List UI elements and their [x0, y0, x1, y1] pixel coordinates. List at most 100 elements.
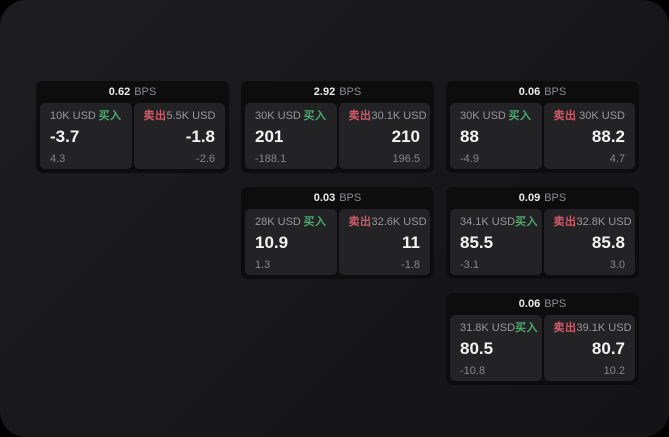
buy-size-label: 28K USD	[255, 216, 301, 228]
sell-price-value: 85.8	[591, 233, 625, 252]
quote-card: 0.06 BPS 31.8K USD 买入 80.5 -10.8 卖出 39.1…	[446, 293, 639, 385]
buy-price-value: 88	[460, 127, 479, 146]
buy-price-value: 85.5	[460, 233, 494, 252]
bps-spread-value: 0.62	[108, 86, 131, 98]
quote-card: 0.03 BPS 28K USD 买入 10.9 1.3 卖出 32.6K US…	[241, 187, 434, 279]
buy-size-label: 10K USD	[50, 110, 96, 122]
sell-side-label: 卖出	[553, 322, 577, 334]
buy-price-value: -3.7	[50, 127, 80, 146]
buy-sub-value: -3.1	[460, 259, 479, 271]
buy-quote-panel[interactable]: 34.1K USD 买入 85.5 -3.1	[450, 209, 542, 275]
buy-price-value: 80.5	[460, 339, 494, 358]
buy-quote-panel[interactable]: 28K USD 买入 10.9 1.3	[245, 209, 337, 275]
buy-price-value: 10.9	[255, 233, 289, 252]
quote-card: 0.09 BPS 34.1K USD 买入 85.5 -3.1 卖出 32.8K…	[446, 187, 639, 279]
sell-size-label: 32.8K USD	[576, 216, 632, 228]
sell-panel-top: 卖出 32.6K USD	[348, 216, 427, 229]
sell-side-label: 卖出	[143, 110, 167, 122]
bps-spread-value: 0.09	[518, 192, 541, 204]
bps-unit-label: BPS	[339, 86, 362, 98]
buy-panel-top: 28K USD 买入	[255, 216, 327, 229]
bps-spread-value: 0.06	[518, 298, 541, 310]
buy-side-label: 买入	[98, 110, 122, 122]
quote-card-grid: 0.62 BPS 10K USD 买入 -3.7 4.3 卖出 5.5K USD…	[36, 81, 639, 385]
quote-card: 2.92 BPS 30K USD 买入 201 -188.1 卖出 30.1K …	[241, 81, 434, 173]
sell-size-label: 39.1K USD	[576, 322, 632, 334]
sell-quote-panel[interactable]: 卖出 30.1K USD 210 196.5	[338, 103, 430, 169]
buy-quote-panel[interactable]: 31.8K USD 买入 80.5 -10.8	[450, 315, 542, 381]
buy-panel-top: 31.8K USD 买入	[460, 322, 538, 335]
bps-unit-label: BPS	[339, 192, 362, 204]
sell-size-label: 32.6K USD	[371, 216, 427, 228]
sell-price-value: 80.7	[591, 339, 625, 358]
buy-sub-value: -4.9	[460, 153, 479, 165]
sell-size-label: 30.1K USD	[371, 110, 427, 122]
sell-sub-value: 10.2	[603, 365, 625, 377]
buy-side-label: 买入	[303, 110, 327, 122]
sell-panel-top: 卖出 5.5K USD	[144, 110, 216, 123]
bps-spread-value: 2.92	[313, 86, 336, 98]
bps-spread-value: 0.03	[313, 192, 336, 204]
sell-sub-value: 4.7	[609, 153, 625, 165]
sell-sub-value: -1.8	[401, 259, 420, 271]
sell-side-label: 卖出	[348, 216, 372, 228]
bps-unit-label: BPS	[544, 298, 567, 310]
sell-quote-panel[interactable]: 卖出 32.8K USD 85.8 3.0	[543, 209, 635, 275]
buy-panel-top: 34.1K USD 买入	[460, 216, 538, 229]
card-header: 2.92 BPS	[241, 81, 434, 103]
buy-panel-top: 30K USD 买入	[255, 110, 327, 123]
sell-panel-top: 卖出 32.8K USD	[553, 216, 632, 229]
buy-quote-panel[interactable]: 30K USD 买入 88 -4.9	[450, 103, 542, 169]
bps-unit-label: BPS	[544, 192, 567, 204]
buy-quote-panel[interactable]: 10K USD 买入 -3.7 4.3	[40, 103, 132, 169]
card-header: 0.03 BPS	[241, 187, 434, 209]
quote-panels: 30K USD 买入 88 -4.9 卖出 30K USD 88.2 4.7	[446, 103, 639, 173]
sell-price-value: 88.2	[591, 127, 625, 146]
bps-unit-label: BPS	[544, 86, 567, 98]
sell-size-label: 30K USD	[579, 110, 625, 122]
buy-side-label: 买入	[508, 110, 532, 122]
buy-side-label: 买入	[515, 216, 539, 228]
sell-size-label: 5.5K USD	[166, 110, 216, 122]
sell-sub-value: -2.6	[196, 153, 215, 165]
quote-card: 0.62 BPS 10K USD 买入 -3.7 4.3 卖出 5.5K USD…	[36, 81, 229, 173]
card-header: 0.62 BPS	[36, 81, 229, 103]
buy-panel-top: 10K USD 买入	[50, 110, 122, 123]
sell-sub-value: 3.0	[609, 259, 625, 271]
quote-panels: 31.8K USD 买入 80.5 -10.8 卖出 39.1K USD 80.…	[446, 315, 639, 385]
sell-panel-top: 卖出 30.1K USD	[348, 110, 427, 123]
sell-quote-panel[interactable]: 卖出 39.1K USD 80.7 10.2	[543, 315, 635, 381]
buy-side-label: 买入	[303, 216, 327, 228]
card-header: 0.09 BPS	[446, 187, 639, 209]
buy-side-label: 买入	[515, 322, 539, 334]
card-header: 0.06 BPS	[446, 293, 639, 315]
buy-size-label: 34.1K USD	[460, 216, 516, 228]
sell-side-label: 卖出	[553, 216, 577, 228]
sell-quote-panel[interactable]: 卖出 32.6K USD 11 -1.8	[338, 209, 430, 275]
sell-quote-panel[interactable]: 卖出 30K USD 88.2 4.7	[543, 103, 635, 169]
buy-price-value: 201	[255, 127, 284, 146]
buy-sub-value: -10.8	[460, 365, 486, 377]
quote-panels: 10K USD 买入 -3.7 4.3 卖出 5.5K USD -1.8 -2.…	[36, 103, 229, 173]
buy-panel-top: 30K USD 买入	[460, 110, 532, 123]
bps-unit-label: BPS	[134, 86, 157, 98]
buy-size-label: 30K USD	[460, 110, 506, 122]
sell-panel-top: 卖出 30K USD	[554, 110, 626, 123]
sell-panel-top: 卖出 39.1K USD	[553, 322, 632, 335]
buy-size-label: 31.8K USD	[460, 322, 516, 334]
quote-panels: 34.1K USD 买入 85.5 -3.1 卖出 32.8K USD 85.8…	[446, 209, 639, 279]
sell-quote-panel[interactable]: 卖出 5.5K USD -1.8 -2.6	[133, 103, 225, 169]
sell-sub-value: 196.5	[392, 153, 420, 165]
sell-side-label: 卖出	[348, 110, 372, 122]
sell-price-value: -1.8	[185, 127, 215, 146]
buy-quote-panel[interactable]: 30K USD 买入 201 -188.1	[245, 103, 337, 169]
sell-side-label: 卖出	[553, 110, 577, 122]
buy-sub-value: -188.1	[255, 153, 287, 165]
card-header: 0.06 BPS	[446, 81, 639, 103]
sell-price-value: 11	[402, 233, 420, 252]
sell-price-value: 210	[391, 127, 420, 146]
bps-spread-value: 0.06	[518, 86, 541, 98]
buy-size-label: 30K USD	[255, 110, 301, 122]
buy-sub-value: 4.3	[50, 153, 66, 165]
quote-panels: 30K USD 买入 201 -188.1 卖出 30.1K USD 210 1…	[241, 103, 434, 173]
